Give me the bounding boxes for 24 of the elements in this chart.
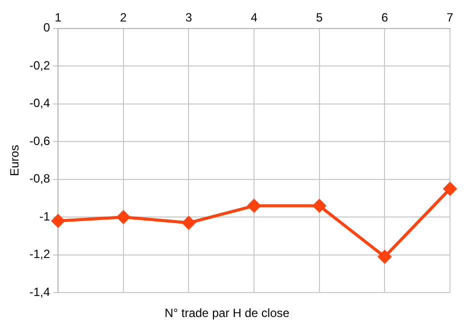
x-tick-label: 2 (120, 10, 128, 25)
x-tick-label: 6 (381, 10, 388, 25)
x-axis-title: N° trade par H de close (164, 306, 290, 320)
y-tick-label: -0,6 (29, 134, 50, 148)
y-tick-label: -1 (39, 209, 50, 224)
y-tick-label: -0,2 (29, 58, 50, 72)
point (52, 214, 65, 228)
y-tick-label: -0,8 (29, 172, 50, 186)
point (116, 210, 130, 224)
point (444, 182, 456, 196)
point (182, 216, 196, 230)
y-tick-label: -1,4 (29, 284, 50, 299)
x-tick-label: 1 (54, 10, 62, 25)
y-tick-label: 0 (43, 20, 50, 35)
y-tick-label: -1,2 (29, 247, 50, 262)
point (378, 250, 392, 264)
x-tick-label: 7 (446, 10, 454, 25)
y-tick-label: -0,4 (29, 96, 50, 110)
x-tick-label: 5 (316, 10, 324, 25)
x-tick-label: 4 (250, 10, 258, 25)
point (248, 199, 261, 212)
y-axis-title: Euros (8, 144, 22, 176)
x-tick-label: 3 (185, 10, 192, 25)
point (312, 199, 326, 212)
